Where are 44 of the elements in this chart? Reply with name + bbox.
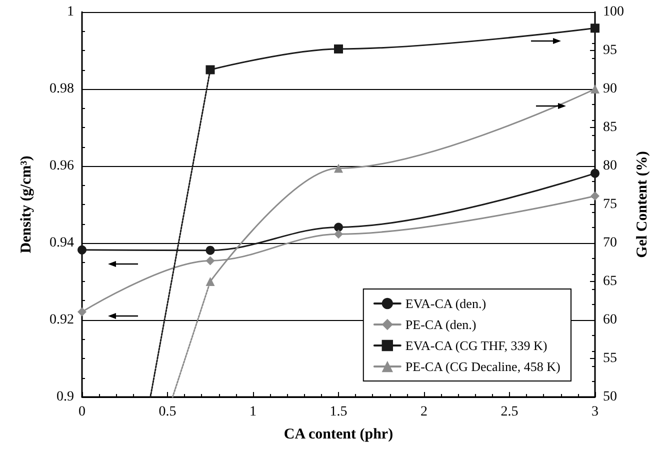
y2-axis-title: Gel Content (%)	[634, 151, 650, 258]
y2-tick-label: 75	[603, 197, 617, 212]
x-tick-label: 2	[420, 404, 428, 420]
point	[206, 246, 215, 255]
point	[590, 192, 600, 201]
x-tick-label: 1	[250, 404, 256, 420]
point	[334, 222, 343, 232]
point	[590, 84, 600, 94]
x-tick-label: 0	[78, 404, 86, 420]
y-tick-label: 0.96	[50, 158, 74, 174]
y-tick-label: 0.9	[56, 390, 74, 404]
point	[334, 164, 343, 173]
y-tick-label: 0.98	[50, 82, 74, 96]
y-tick-label: 1	[67, 4, 74, 20]
legend-label: EVA-CA (CG THF, 339 K)	[405, 338, 548, 353]
legend-label: PE-CA (den.)	[405, 317, 476, 332]
y2-tick-label: 95	[603, 43, 617, 58]
y2-tick-label: 80	[603, 158, 617, 174]
y-tick-label: 0.94	[50, 236, 74, 250]
y2-tick-label: 55	[603, 351, 617, 366]
point	[334, 44, 343, 54]
x-tick-label: 0.5	[158, 404, 176, 420]
legend-label: PE-CA (CG Decaline, 458 K)	[405, 359, 560, 374]
point	[590, 24, 600, 33]
x-tick-label: 3	[592, 404, 598, 420]
point	[334, 230, 343, 239]
y2-tick-label: 90	[603, 82, 617, 96]
y2-tick-label: 85	[603, 120, 617, 135]
x-tick-label: 1.5	[330, 404, 348, 420]
y2-tick-label: 50	[603, 390, 617, 404]
point	[206, 65, 215, 74]
point	[78, 307, 86, 316]
y2-tick-label: 100	[603, 4, 624, 20]
legend-label: EVA-CA (den.)	[405, 296, 486, 311]
x-tick-label: 2.5	[500, 404, 518, 420]
y2-tick-label: 65	[603, 274, 617, 289]
y-axis-title: Density (g/cm³)	[18, 156, 34, 254]
y2-tick-label: 70	[603, 236, 617, 250]
y2-tick-label: 60	[603, 312, 617, 328]
point	[78, 245, 86, 254]
y-tick-label: 0.92	[50, 312, 74, 328]
point	[206, 256, 215, 266]
x-axis-title: CA content (phr)	[284, 426, 394, 442]
point	[590, 168, 600, 178]
